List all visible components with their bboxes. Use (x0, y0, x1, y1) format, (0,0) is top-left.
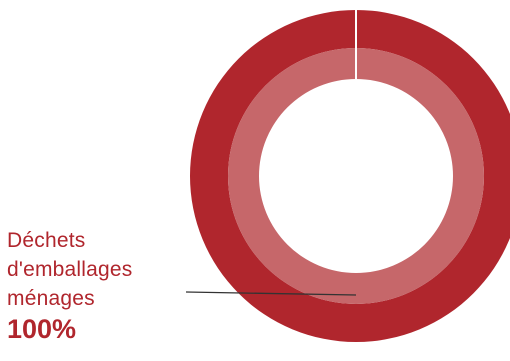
leader-line (185, 291, 357, 296)
slice-label-line-2: d'emballages (7, 258, 133, 281)
slice-label: Déchets d'emballages ménages 100% (7, 226, 197, 346)
slice-value-label: 100% (7, 314, 77, 344)
donut-slice-inner-0 (228, 48, 484, 304)
slice-label-line-3: ménages (7, 287, 95, 310)
slice-label-line-1: Déchets (7, 229, 86, 252)
